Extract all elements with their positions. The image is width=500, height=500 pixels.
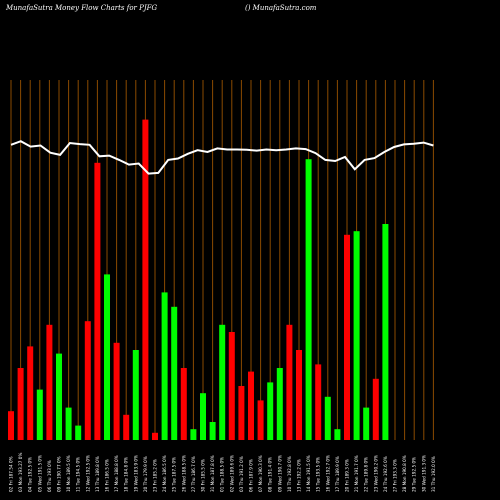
bar [104, 274, 110, 440]
x-tick-label: 13 Thu 189.8 0% [95, 456, 100, 492]
bar [132, 350, 139, 440]
bar [56, 353, 62, 440]
x-tick-label: 02 Fri 187.54 0% [9, 456, 14, 492]
bar [180, 368, 187, 440]
bar [46, 324, 53, 440]
bar [353, 231, 360, 440]
bar [286, 324, 293, 440]
bar [200, 393, 206, 440]
x-tick-label: 20 Thu 179.9 0% [143, 456, 148, 492]
bar [248, 371, 254, 440]
bar [8, 411, 14, 440]
x-tick-label: 02 Wed 189.6 0% [229, 455, 234, 492]
bar [75, 425, 82, 440]
bar [228, 332, 235, 440]
bar [324, 396, 331, 440]
bar [27, 346, 34, 440]
x-tick-label: 09 Wed 190.7 0% [277, 455, 282, 492]
x-tick-label: 31 Mon 187.8 0% [210, 455, 215, 492]
x-tick-label: 13 Fri 192.2 0% [297, 459, 302, 492]
bar [372, 378, 379, 440]
bar [305, 159, 312, 440]
x-tick-label: 28 Mon 190.8 0% [402, 455, 407, 492]
x-tick-label: 08 Tue 191.4 0% [268, 457, 273, 492]
x-tick-label: 18 Tue 184.8 0% [124, 457, 129, 492]
x-tick-label: 05 Wed 191.5 0% [37, 455, 42, 492]
x-tick-label: 27 Thu 186.7 0% [191, 456, 196, 492]
bar [334, 429, 341, 440]
bar [142, 119, 149, 440]
bar [171, 306, 178, 440]
bar [113, 342, 120, 440]
bar [315, 364, 322, 440]
line-series [10, 140, 434, 175]
x-tick-label: 11 Tue 194.5 0% [76, 457, 81, 492]
x-tick-label: 31 Thu 192.0 0% [431, 456, 436, 492]
bar [190, 429, 197, 440]
x-tick-label: 19 Wed 183.9 0% [133, 455, 138, 492]
x-tick-label: 21 Mon 191.7 0% [354, 455, 359, 492]
bar [344, 234, 350, 440]
x-tick-label: 15 Tue 193.5 0% [316, 457, 321, 492]
x-tick-label: 20 Fri 189.3 0% [345, 459, 350, 492]
x-tick-label: 10 Mon 189.5 0% [66, 455, 71, 492]
x-tick-label: 30 Wed 191.3 0% [421, 455, 426, 492]
x-tick-label: 10 Thu 192.8 0% [287, 456, 292, 492]
x-tick-label: 04 Tue 192.5 0% [28, 457, 33, 492]
bar [363, 407, 370, 440]
bar [36, 389, 43, 440]
x-tick-label: 22 Tue 189.8 0% [364, 457, 369, 492]
bar [257, 400, 264, 440]
x-tick-label: 23 Wed 190.2 0% [373, 455, 378, 492]
x-tick-label: 12 Wed 192.5 0% [85, 455, 90, 492]
bar [84, 321, 91, 440]
chart-title: MunafaSutra Money Flow Charts for PJFG [6, 4, 158, 12]
x-tick-label: 07 Mon 190.3 0% [258, 455, 263, 492]
x-tick-label: 17 Mon 188.8 0% [114, 455, 119, 492]
chart-site: () MunafaSutra.com [245, 4, 317, 12]
x-tick-label: 26 Wed 188.5 0% [181, 455, 186, 492]
x-tick-label: 06 Thu 193 0% [47, 460, 52, 492]
bar [276, 368, 283, 440]
x-tick-label: 16 Wed 192.7 0% [325, 455, 330, 492]
x-tick-label: 03 Thu 191.2 0% [239, 456, 244, 492]
bar [382, 224, 389, 440]
bar [267, 382, 274, 440]
bar [219, 324, 226, 440]
x-tick-label: 03 Mon 193.27 0% [18, 453, 23, 492]
bar [17, 368, 24, 440]
x-tick-label: 14 Mon 191.5 0% [306, 455, 311, 492]
bar [238, 386, 245, 440]
x-tick-label: 16 Fri 186.5 0% [105, 459, 110, 492]
x-tick-label: 09 Fri 190.77 0% [57, 456, 62, 492]
bar [152, 432, 158, 440]
bar [94, 162, 101, 441]
bar [123, 414, 130, 440]
bar [161, 292, 168, 440]
x-tick-label: 06 Fri 187.9 0% [249, 459, 254, 492]
x-tick-label: 24 Thu 192.6 0% [383, 456, 388, 492]
x-tick-label: 23 Fri 185.2 0% [153, 459, 158, 492]
bar [209, 422, 216, 440]
bar [296, 350, 302, 440]
x-tick-label: 17 Thu 189.9 0% [335, 456, 340, 492]
bar [65, 407, 72, 440]
x-tick-label: 01 Tue 188.5 0% [220, 457, 225, 492]
x-tick-label: 24 Mon 186.5 0% [162, 455, 167, 492]
x-tick-label: 27 Fri 193.3 0% [393, 459, 398, 492]
x-tick-label: 29 Tue 192.5 0% [412, 457, 417, 492]
x-tick-label: 25 Tue 187.5 0% [172, 457, 177, 492]
x-tick-label: 30 Fri 185.5 0% [201, 459, 206, 492]
